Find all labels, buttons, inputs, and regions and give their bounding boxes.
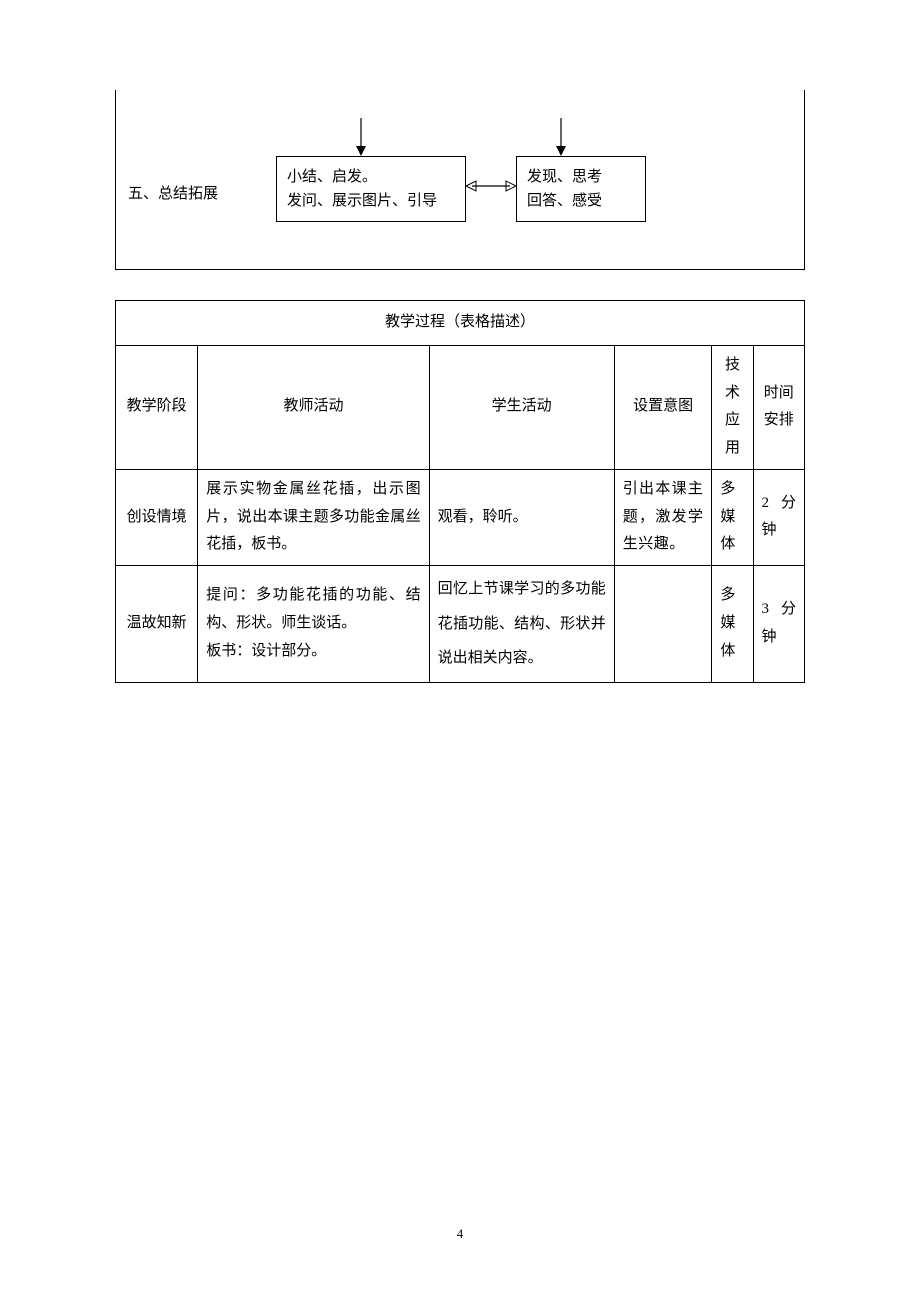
arrow-down-left-icon (351, 118, 371, 158)
diagram-box-right: 发现、思考 回答、感受 (516, 156, 646, 222)
col-header-tech: 技术应用 (712, 345, 753, 469)
process-table: 教学过程（表格描述） 教学阶段 教师活动 学生活动 设置意图 技术应用 时间安排… (115, 300, 805, 683)
box-right-line1: 发现、思考 (527, 165, 635, 189)
table-title: 教学过程（表格描述） (116, 301, 805, 346)
table-row: 温故知新 提问：多功能花插的功能、结构、形状。师生谈话。 板书：设计部分。 回忆… (116, 566, 805, 683)
diagram-container: 五、总结拓展 小结、启发。 发问、展示图片、引导 发现、思考 回答、感受 (115, 90, 805, 270)
cell-tech-1: 多媒体 (712, 566, 753, 683)
col-header-stage: 教学阶段 (116, 345, 198, 469)
cell-teacher-1-line1: 提问：多功能花插的功能、结构、形状。师生谈话。 (206, 582, 420, 638)
cell-time-0: 2 分钟 (753, 469, 804, 565)
cell-teacher-1: 提问：多功能花插的功能、结构、形状。师生谈话。 板书：设计部分。 (198, 566, 429, 683)
col-header-student: 学生活动 (429, 345, 614, 469)
table-header-row: 教学阶段 教师活动 学生活动 设置意图 技术应用 时间安排 (116, 345, 805, 469)
arrow-down-right-icon (551, 118, 571, 158)
double-arrow-icon (464, 178, 518, 194)
cell-student-1: 回忆上节课学习的多功能花插功能、结构、形状并说出相关内容。 (429, 566, 614, 683)
table-title-row: 教学过程（表格描述） (116, 301, 805, 346)
cell-student-0: 观看，聆听。 (429, 469, 614, 565)
cell-intent-1 (614, 566, 712, 683)
cell-stage-0: 创设情境 (116, 469, 198, 565)
cell-teacher-1-line2: 板书：设计部分。 (206, 638, 420, 666)
table-row: 创设情境 展示实物金属丝花插，出示图片，说出本课主题多功能金属丝花插，板书。 观… (116, 469, 805, 565)
col-header-time: 时间安排 (753, 345, 804, 469)
diagram-box-left: 小结、启发。 发问、展示图片、引导 (276, 156, 466, 222)
col-header-teacher: 教师活动 (198, 345, 429, 469)
box-left-line2: 发问、展示图片、引导 (287, 189, 455, 213)
box-right-line2: 回答、感受 (527, 189, 635, 213)
cell-time-1: 3 分钟 (753, 566, 804, 683)
page-number: 4 (0, 1226, 920, 1242)
cell-tech-0: 多媒体 (712, 469, 753, 565)
col-header-intent: 设置意图 (614, 345, 712, 469)
cell-teacher-0: 展示实物金属丝花插，出示图片，说出本课主题多功能金属丝花插，板书。 (198, 469, 429, 565)
box-left-line1: 小结、启发。 (287, 165, 455, 189)
cell-stage-1: 温故知新 (116, 566, 198, 683)
diagram-section-label: 五、总结拓展 (128, 182, 218, 203)
cell-intent-0: 引出本课主题，激发学生兴趣。 (614, 469, 712, 565)
